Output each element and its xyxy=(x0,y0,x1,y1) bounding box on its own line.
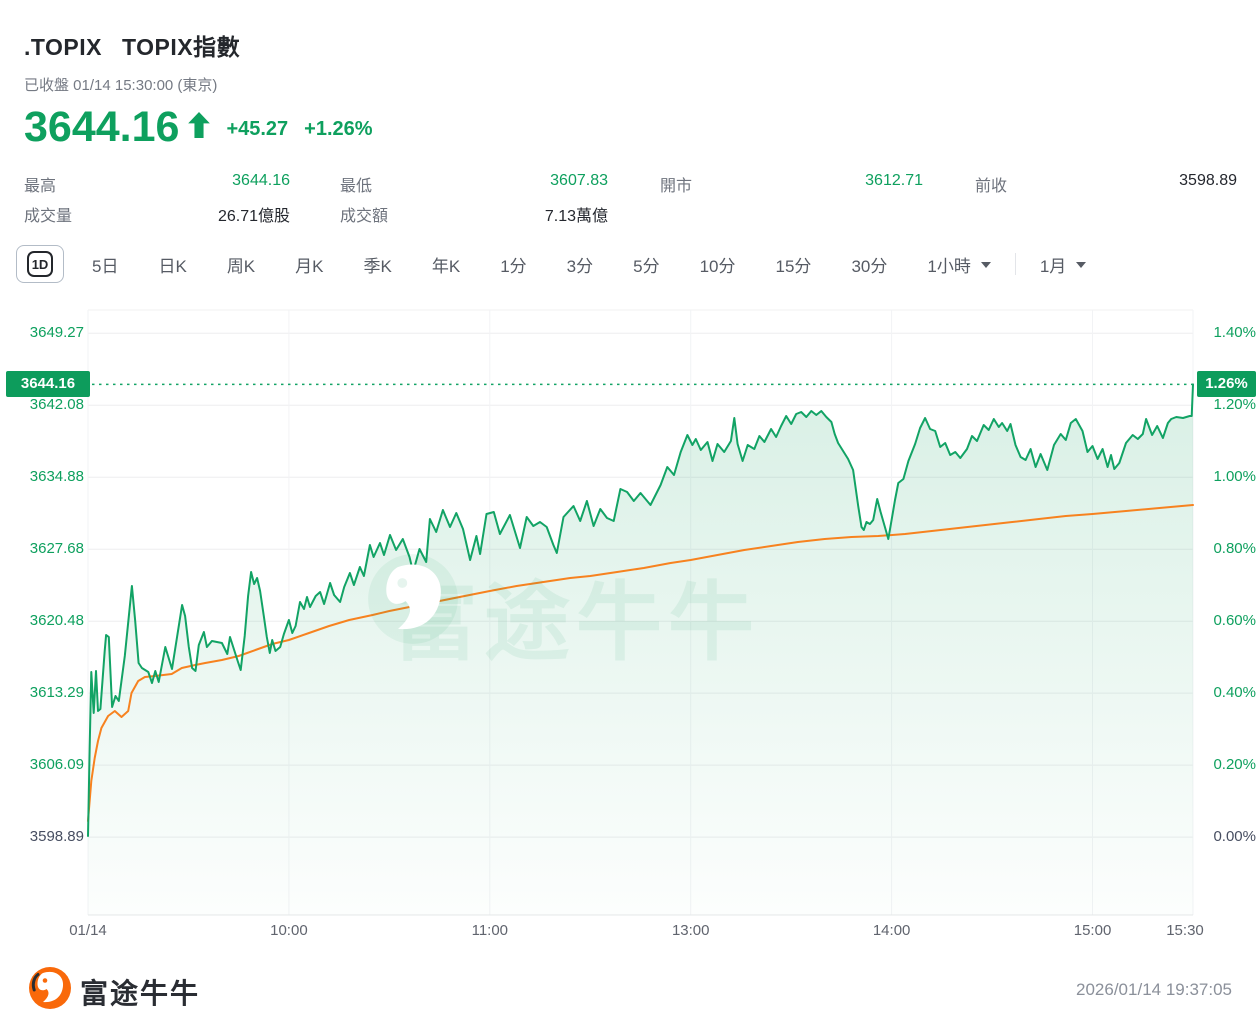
x-axis-time-label: 15:00 xyxy=(1073,922,1112,939)
y-axis-percent-label: 1.00% xyxy=(1213,468,1256,486)
one-day-icon: 1D xyxy=(27,251,53,277)
x-axis-time-label: 10:00 xyxy=(270,922,308,939)
stat-low: 最低 3607.83 xyxy=(340,172,608,195)
toolbar-divider xyxy=(1014,253,1016,275)
dropdown-month[interactable]: 1月 xyxy=(1039,252,1087,277)
price-change: +45.27 xyxy=(226,118,289,140)
stock-name: TOPIX指數 xyxy=(122,34,241,60)
stat-volume: 成交量 26.71億股 xyxy=(24,202,290,225)
x-axis-time-label: 14:00 xyxy=(872,922,911,939)
chevron-down-icon xyxy=(1076,262,1087,268)
y-axis-percent-label: 0.40% xyxy=(1213,684,1256,702)
futu-logo-icon xyxy=(28,966,72,1015)
y-axis-percent-label: 0.20% xyxy=(1213,756,1256,774)
stat-turnover: 成交額 7.13萬億 xyxy=(340,202,608,225)
stat-turnover-value: 7.13萬億 xyxy=(544,208,608,225)
current-percent-badge: 1.26% xyxy=(1197,371,1256,397)
tab-week-k[interactable]: 周K xyxy=(226,256,256,276)
tab-5day[interactable]: 5日 xyxy=(92,256,119,276)
last-price: 3644.16 xyxy=(24,103,180,151)
price-change-percent: +1.26% xyxy=(304,118,373,140)
tab-5min[interactable]: 5分 xyxy=(633,256,660,276)
x-axis-time-label: 11:00 xyxy=(471,922,509,939)
stat-low-label: 最低 xyxy=(340,178,373,195)
stat-open-value: 3612.71 xyxy=(865,172,923,189)
y-axis-price-label: 3642.08 xyxy=(29,396,84,414)
stat-prev-close: 前收 3598.89 xyxy=(975,172,1237,195)
x-axis-time-label: 15:30 xyxy=(1166,922,1204,939)
stat-high-value: 3644.16 xyxy=(232,172,290,189)
price-row: 3644.16 +45.27 +1.26% xyxy=(24,104,373,150)
y-axis-percent-label: 1.20% xyxy=(1213,396,1256,414)
tab-1d-selected[interactable]: 1D xyxy=(16,245,64,283)
y-axis-price-label: 3627.68 xyxy=(29,540,84,558)
symbol: .TOPIX xyxy=(24,34,102,60)
stat-high-label: 最高 xyxy=(24,178,57,195)
price-line xyxy=(87,383,1194,837)
chevron-down-icon xyxy=(980,262,991,268)
x-axis-time-label: 13:00 xyxy=(671,922,710,939)
tab-year-k[interactable]: 年K xyxy=(431,256,461,276)
stat-low-value: 3607.83 xyxy=(550,172,608,189)
tab-15min[interactable]: 15分 xyxy=(775,256,812,276)
brand-name: 富途牛牛 xyxy=(80,978,201,1009)
y-axis-percent-label: 0.00% xyxy=(1213,828,1256,846)
y-axis-percent-label: 0.80% xyxy=(1213,540,1256,558)
tab-day-k[interactable]: 日K xyxy=(158,256,187,276)
y-axis-price-label: 3649.27 xyxy=(29,324,84,342)
period-tabs: 5日 日K 周K 月K 季K 年K 1分 3分 5分 10分 15分 30分 xyxy=(92,252,887,277)
tab-3min[interactable]: 3分 xyxy=(566,256,594,276)
y-axis-price-label: 3620.48 xyxy=(29,612,84,630)
y-axis-price-label: 3634.88 xyxy=(29,468,84,486)
y-axis-price-label: 3598.89 xyxy=(29,828,84,846)
tab-30min[interactable]: 30分 xyxy=(851,256,888,276)
intraday-chart[interactable]: 富途牛牛 3644.16 1.26% 3649.271.40%3642.081.… xyxy=(0,300,1260,960)
stat-turnover-label: 成交額 xyxy=(340,208,389,225)
page-title: .TOPIX TOPIX指數 xyxy=(24,28,240,62)
y-axis-percent-label: 1.40% xyxy=(1213,324,1256,342)
tab-1min[interactable]: 1分 xyxy=(500,256,527,276)
y-axis-price-label: 3613.29 xyxy=(29,684,84,702)
period-toolbar: 1D 5日 日K 周K 月K 季K 年K 1分 3分 5分 10分 15分 30分 1小時 1月 xyxy=(16,242,1087,286)
tab-10min[interactable]: 10分 xyxy=(699,256,736,276)
chart-canvas xyxy=(87,309,1197,916)
up-arrow-icon xyxy=(188,112,211,143)
area-fill xyxy=(88,384,1193,915)
market-status: 已收盤 01/14 15:30:00 (東京) xyxy=(24,77,218,94)
tab-month-k[interactable]: 月K xyxy=(295,256,324,276)
stat-open-label: 開市 xyxy=(660,178,693,195)
dropdown-month-label: 1月 xyxy=(1039,256,1067,276)
dropdown-hour[interactable]: 1小時 xyxy=(927,252,991,277)
dropdown-hour-label: 1小時 xyxy=(927,256,971,276)
stat-volume-label: 成交量 xyxy=(24,208,73,225)
y-axis-percent-label: 0.60% xyxy=(1213,612,1256,630)
x-axis-time-label: 01/14 xyxy=(69,922,107,939)
snapshot-timestamp: 2026/01/14 19:37:05 xyxy=(1076,980,1232,999)
stat-prev-close-value: 3598.89 xyxy=(1179,172,1237,189)
y-axis-price-label: 3606.09 xyxy=(29,756,84,774)
stat-volume-value: 26.71億股 xyxy=(217,208,290,225)
stat-prev-close-label: 前收 xyxy=(975,178,1008,195)
tab-quarter-k[interactable]: 季K xyxy=(363,256,392,276)
stat-high: 最高 3644.16 xyxy=(24,172,290,195)
stat-open: 開市 3612.71 xyxy=(660,172,923,195)
current-price-badge: 3644.16 xyxy=(6,371,90,397)
